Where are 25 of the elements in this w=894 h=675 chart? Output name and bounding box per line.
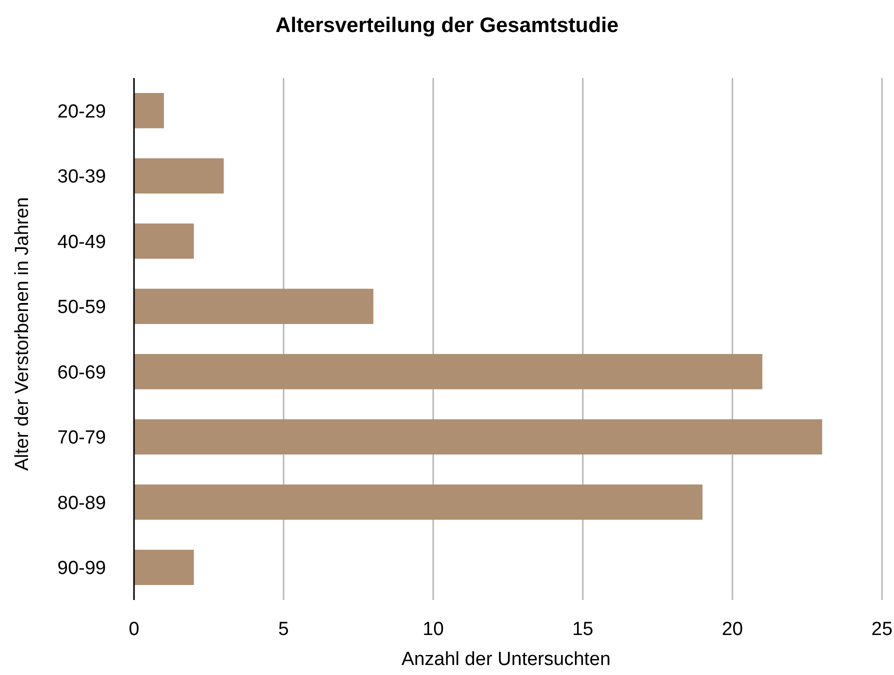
y-tick-label: 90-99 [57, 558, 106, 580]
y-tick-label: 80-89 [57, 492, 106, 514]
bar [134, 224, 194, 259]
bar [134, 419, 822, 454]
x-tick-label: 0 [128, 619, 140, 640]
x-tick-label: 5 [278, 619, 289, 640]
y-tick-label: 70-79 [57, 428, 106, 449]
y-tick-label: 30-39 [57, 166, 106, 188]
bar [134, 484, 702, 520]
bar [134, 93, 164, 128]
y-axis-title: Alter der Verstorbenen in Jahren [12, 197, 33, 471]
y-tick-label: 20-29 [57, 101, 106, 122]
y-tick-label: 40-49 [57, 232, 106, 253]
x-tick-label: 25 [871, 619, 893, 640]
bar [134, 354, 762, 390]
bar [134, 158, 224, 194]
y-tick-label: 50-59 [57, 297, 106, 318]
bar [134, 288, 374, 324]
y-tick-label: 60-69 [57, 362, 106, 384]
x-axis-title: Anzahl der Untersuchten [401, 649, 611, 670]
x-tick-label: 15 [572, 619, 594, 640]
x-tick-label: 20 [722, 619, 743, 640]
x-tick-label: 10 [422, 619, 444, 640]
bar [134, 550, 194, 585]
chart-title: Altersverteilung der Gesamtstudie [275, 14, 619, 37]
